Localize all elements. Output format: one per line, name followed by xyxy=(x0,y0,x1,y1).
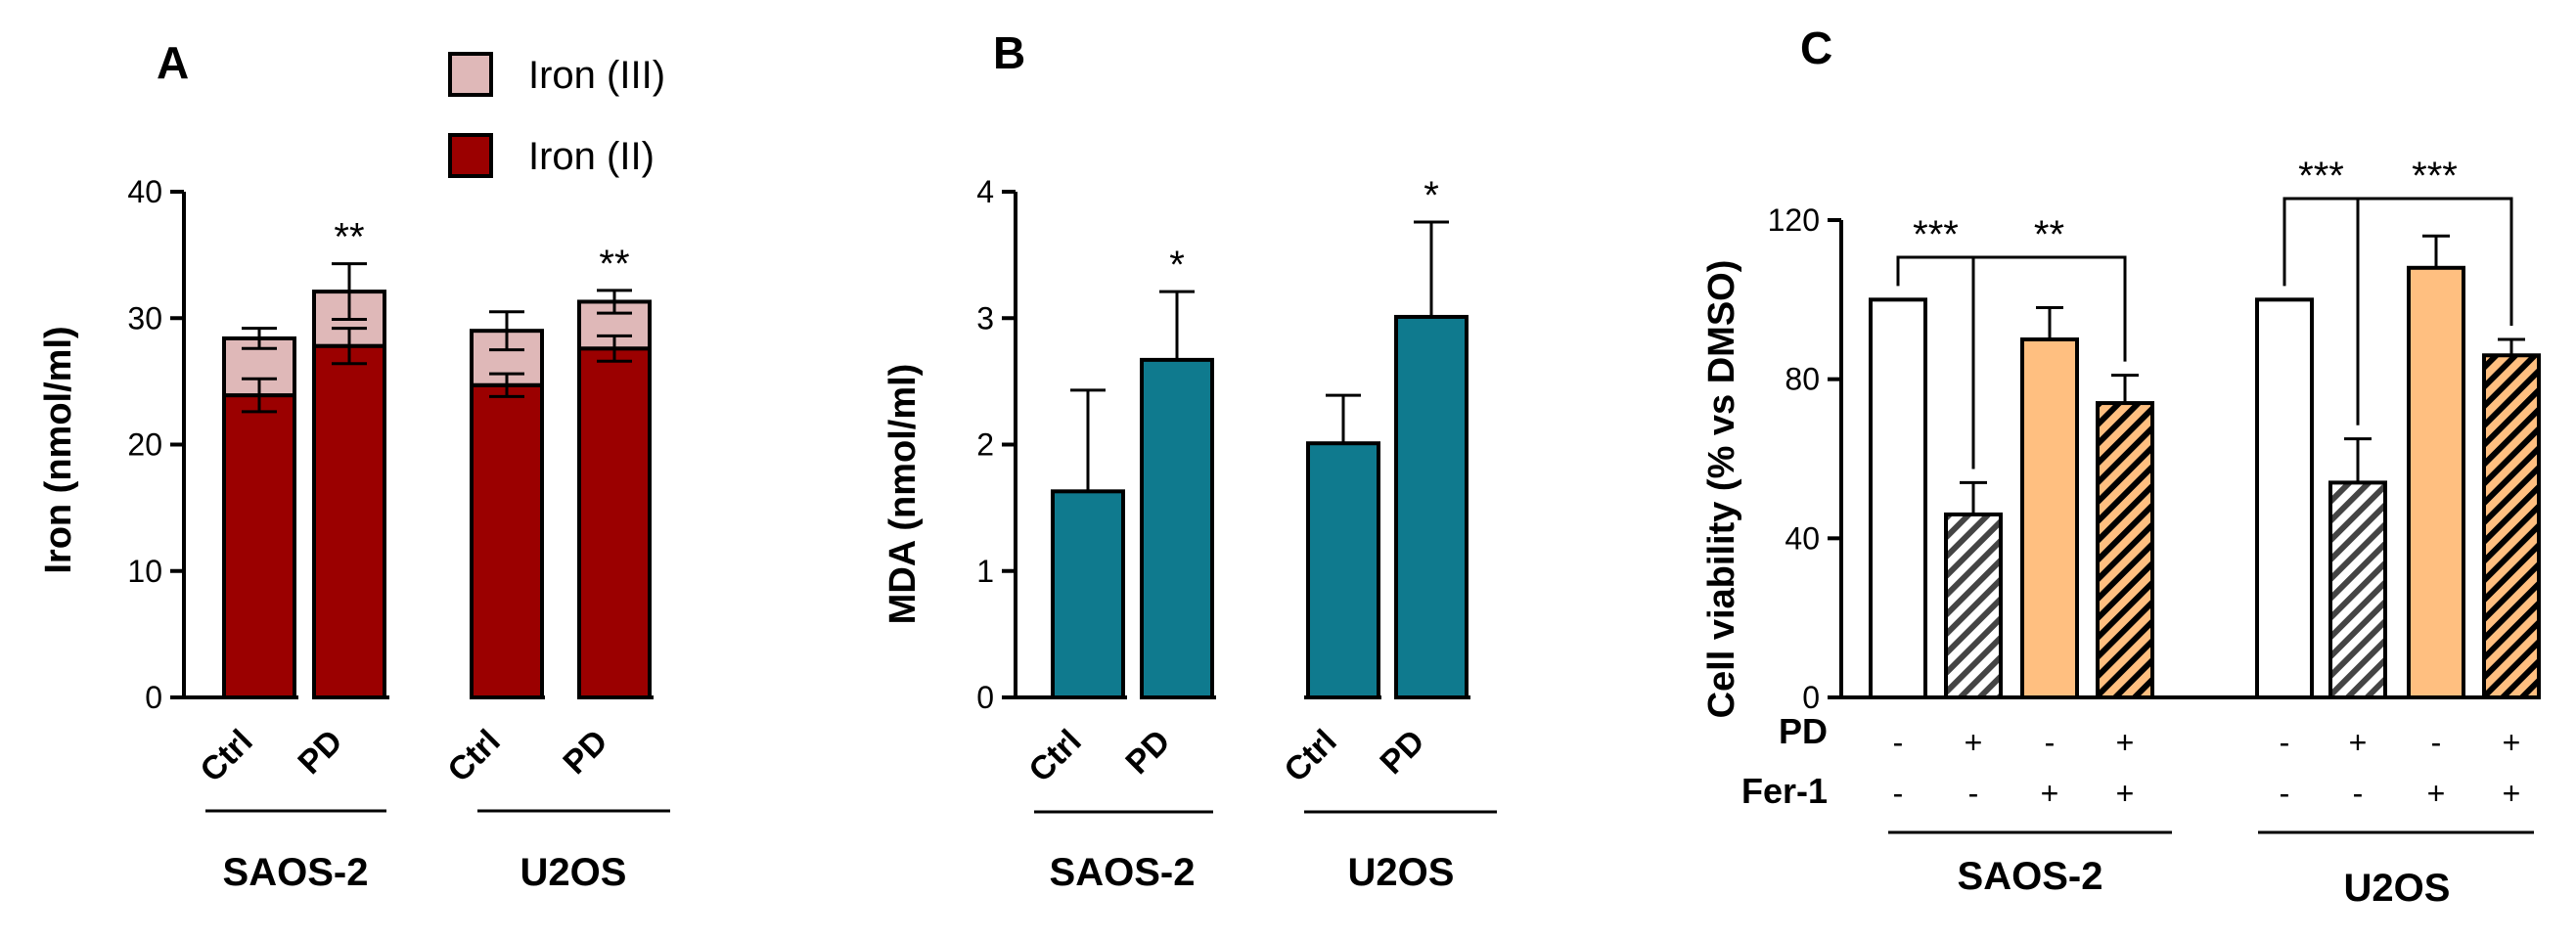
pd-sign: - xyxy=(1893,725,1904,760)
category-label: PD xyxy=(1118,723,1177,782)
y-tick-label: 1 xyxy=(976,554,994,589)
bar-mda xyxy=(1306,441,1380,699)
axes: 0 10 20 30 40 xyxy=(127,174,654,715)
category-label: PD xyxy=(556,723,614,782)
y-axis-title: MDA (nmol/ml) xyxy=(882,364,924,625)
significance-bracket xyxy=(2356,197,2513,425)
y-tick-label: 4 xyxy=(976,174,994,209)
bar-iron2 xyxy=(312,343,386,699)
group-label: U2OS xyxy=(520,851,627,894)
category-label: PD xyxy=(291,723,349,782)
significance-label: *** xyxy=(2412,155,2458,198)
fer1-sign: + xyxy=(2116,776,2135,811)
pd-sign: + xyxy=(2503,725,2521,760)
pd-sign: - xyxy=(2045,725,2056,760)
pd-sign: + xyxy=(2116,725,2135,760)
pd-row-label: PD xyxy=(1779,711,1828,751)
pd-sign: + xyxy=(2349,725,2368,760)
panel-a-iron-chart: A Iron (III) Iron (II) Iron (nmol/ml) 0 1… xyxy=(38,37,670,894)
panel-letter-a: A xyxy=(157,37,189,88)
fer1-row-label: Fer-1 xyxy=(1741,771,1828,811)
bar-iron2 xyxy=(577,346,652,699)
significance-label: ** xyxy=(2034,213,2064,256)
significance-label: *** xyxy=(1913,213,1959,256)
y-tick-label: 0 xyxy=(976,680,994,715)
y-tick-label: 0 xyxy=(1802,680,1820,715)
y-tick-label: 2 xyxy=(976,427,994,463)
significance-label: * xyxy=(1424,174,1439,217)
category-label: PD xyxy=(1373,723,1431,782)
panel-b-mda-chart: B MDA (nmol/ml) 0 1 2 3 4 Ctrl * PD Ctrl * PD SAOS… xyxy=(882,27,1497,894)
y-axis-title: Iron (nmol/ml) xyxy=(38,326,79,573)
bars xyxy=(1869,234,2541,700)
y-tick-label: 0 xyxy=(145,680,162,715)
significance-label: ** xyxy=(599,243,629,286)
group-label: SAOS-2 xyxy=(223,851,369,894)
y-tick-label: 20 xyxy=(127,427,162,463)
fer1-sign: + xyxy=(2427,776,2446,811)
group-label: SAOS-2 xyxy=(1050,851,1196,894)
category-label: Ctrl xyxy=(440,723,507,789)
bar-pd xyxy=(1944,512,2003,700)
significance-bracket xyxy=(1971,255,2127,470)
pd-sign: - xyxy=(2431,725,2442,760)
fer1-sign: + xyxy=(2041,776,2059,811)
legend-swatch-iron2 xyxy=(448,133,493,178)
y-tick-label: 40 xyxy=(1785,520,1820,556)
pd-sign: + xyxy=(1965,725,1983,760)
bars xyxy=(1051,220,1469,700)
bar-fer1 xyxy=(2407,265,2465,699)
bar-mda xyxy=(1140,357,1214,699)
bar-pd-fer1 xyxy=(2482,353,2541,699)
panel-letter-b: B xyxy=(993,27,1025,78)
legend-swatch-iron3 xyxy=(448,52,493,97)
bar-iron2 xyxy=(222,393,296,699)
fer1-sign: - xyxy=(2353,776,2364,811)
category-label: Ctrl xyxy=(1277,723,1343,789)
group-label: U2OS xyxy=(1348,851,1455,894)
bar-mda xyxy=(1394,314,1469,699)
y-tick-label: 10 xyxy=(127,554,162,589)
bar-fer1 xyxy=(2020,337,2079,699)
bar-control xyxy=(2255,297,2314,699)
category-label: Ctrl xyxy=(193,723,259,789)
panel-c-viability-chart: C Cell viability (% vs DMSO) 0 40 80 120 - -… xyxy=(1701,22,2541,910)
y-tick-label: 80 xyxy=(1785,362,1820,397)
group-label: SAOS-2 xyxy=(1958,855,2103,898)
y-tick-label: 40 xyxy=(127,174,162,209)
y-axis-title: Cell viability (% vs DMSO) xyxy=(1701,260,1742,719)
fer1-sign: - xyxy=(1968,776,1979,811)
y-tick-label: 3 xyxy=(976,300,994,336)
fer1-sign: + xyxy=(2503,776,2521,811)
y-tick-label: 120 xyxy=(1768,202,1820,238)
y-tick-label: 30 xyxy=(127,300,162,336)
group-label: U2OS xyxy=(2344,867,2451,910)
bar-iron2 xyxy=(470,382,544,699)
fer1-sign: - xyxy=(2280,776,2290,811)
legend-label-iron2: Iron (II) xyxy=(528,135,655,178)
bar-pd-fer1 xyxy=(2096,401,2154,699)
panel-letter-c: C xyxy=(1800,22,1832,73)
bars xyxy=(222,262,652,699)
pd-sign: - xyxy=(2280,725,2290,760)
fer1-sign: - xyxy=(1893,776,1904,811)
legend: Iron (III) Iron (II) xyxy=(448,52,665,178)
legend-label-iron3: Iron (III) xyxy=(528,54,665,97)
bar-mda xyxy=(1051,489,1125,700)
category-label: Ctrl xyxy=(1021,723,1088,789)
bar-control xyxy=(1869,297,1927,699)
bar-pd xyxy=(2328,480,2387,699)
significance-label: *** xyxy=(2298,155,2344,198)
significance-label: ** xyxy=(334,216,364,259)
significance-label: * xyxy=(1169,244,1185,287)
